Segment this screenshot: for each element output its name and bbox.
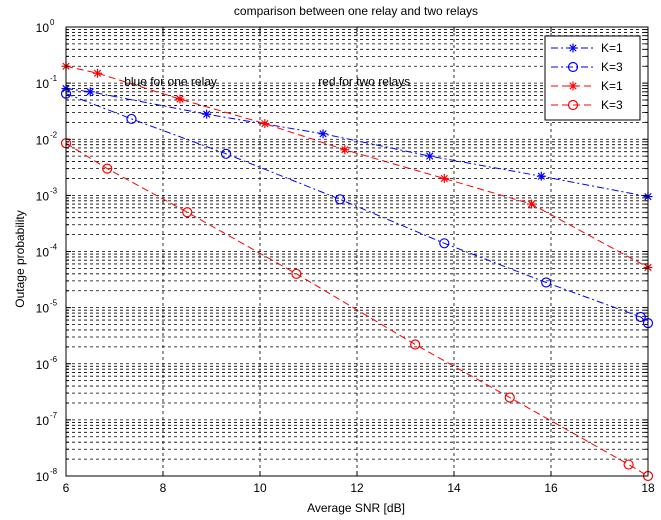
- y-tick-exponent: -6: [50, 355, 58, 364]
- series-line: [65, 142, 649, 477]
- y-tick-exponent: -2: [50, 130, 58, 139]
- y-tick-label: 10 -5: [36, 299, 58, 316]
- legend-label: K=1: [601, 79, 623, 93]
- data-point: [85, 87, 95, 97]
- data-point: [93, 68, 103, 78]
- legend: K=1 K=3 K=1 K=3: [544, 35, 641, 121]
- y-tick-label: 10 -2: [36, 130, 58, 147]
- y-tick-base: 10: [36, 77, 50, 91]
- series-3: [60, 138, 654, 482]
- data-point: [439, 173, 449, 183]
- data-point: [260, 119, 270, 129]
- data-point: [536, 171, 546, 181]
- data-point: [182, 207, 193, 218]
- data-point: [504, 392, 515, 403]
- legend-marker: [567, 61, 579, 73]
- y-tick-exponent: -3: [50, 186, 58, 195]
- data-point: [175, 94, 185, 104]
- annotation-text: red for two relays: [318, 75, 410, 89]
- y-tick-base: 10: [36, 246, 50, 260]
- y-tick-exponent: -4: [50, 243, 58, 252]
- legend-box: [544, 35, 641, 121]
- y-tick-base: 10: [36, 414, 50, 428]
- y-tick-exponent: -7: [50, 411, 58, 420]
- data-point: [126, 113, 137, 125]
- x-axis-label: Average SNR [dB]: [307, 501, 405, 515]
- y-tick-exponent: -1: [50, 74, 58, 83]
- y-tick-base: 10: [36, 302, 50, 316]
- series-layer: [60, 61, 654, 482]
- data-point: [439, 238, 450, 249]
- x-tick-label: 14: [447, 481, 461, 495]
- legend-entry: K=3: [551, 60, 623, 74]
- legend-label: K=1: [601, 41, 623, 55]
- x-tick-label: 12: [350, 481, 364, 495]
- legend-marker: [568, 43, 578, 53]
- x-tick-label: 10: [253, 481, 267, 495]
- y-tick-base: 10: [36, 189, 50, 203]
- legend-label: K=3: [601, 98, 623, 112]
- x-tick-labels: 6 8 10 12 14 16 18: [63, 481, 655, 495]
- y-tick-base: 10: [36, 470, 50, 484]
- y-tick-base: 10: [36, 21, 50, 35]
- data-point: [410, 339, 421, 350]
- data-point: [220, 148, 232, 159]
- y-tick-label: 10 -6: [36, 355, 58, 372]
- legend-entry: K=1: [551, 79, 623, 93]
- y-tick-exponent: 0: [50, 18, 55, 27]
- y-tick-base: 10: [36, 133, 50, 147]
- y-tick-label: 10 -4: [36, 243, 58, 260]
- data-point: [202, 109, 212, 119]
- axis-ticks: [65, 27, 649, 476]
- data-point: [425, 151, 435, 161]
- data-point: [291, 268, 302, 279]
- legend-entry: K=1: [551, 41, 623, 55]
- y-tick-exponent: -8: [50, 467, 58, 476]
- legend-marker: [567, 99, 579, 111]
- x-tick-label: 6: [63, 481, 70, 495]
- legend-entry: K=3: [551, 98, 623, 112]
- data-point: [340, 145, 350, 155]
- data-point: [318, 129, 328, 139]
- y-tick-exponent: -5: [50, 299, 58, 308]
- series-0: [61, 84, 653, 202]
- series-line: [65, 65, 649, 268]
- chart-title: comparison between one relay and two rel…: [234, 4, 478, 18]
- legend-label: K=3: [601, 60, 623, 74]
- x-tick-label: 8: [160, 481, 167, 495]
- data-point: [541, 277, 552, 288]
- x-tick-label: 18: [641, 481, 655, 495]
- y-tick-base: 10: [36, 358, 50, 372]
- y-tick-label: 10 -7: [36, 411, 58, 428]
- legend-marker: [568, 81, 578, 91]
- data-point: [102, 163, 113, 174]
- y-tick-label: 10 -1: [36, 74, 58, 91]
- series-line: [65, 93, 649, 324]
- annotation-text: blue for one relay: [124, 75, 217, 89]
- data-point: [334, 194, 346, 205]
- grid-lines: [66, 27, 648, 476]
- data-point: [635, 311, 646, 323]
- x-tick-label: 16: [544, 481, 558, 495]
- y-tick-label: 10 -3: [36, 186, 58, 203]
- annotations: blue for one relay red for two relays: [124, 75, 410, 89]
- data-point: [527, 199, 537, 209]
- y-axis-label: Outage probability: [13, 210, 27, 307]
- y-tick-label: 10 0: [36, 18, 55, 35]
- y-tick-label: 10 -8: [36, 467, 58, 484]
- data-point: [623, 459, 634, 470]
